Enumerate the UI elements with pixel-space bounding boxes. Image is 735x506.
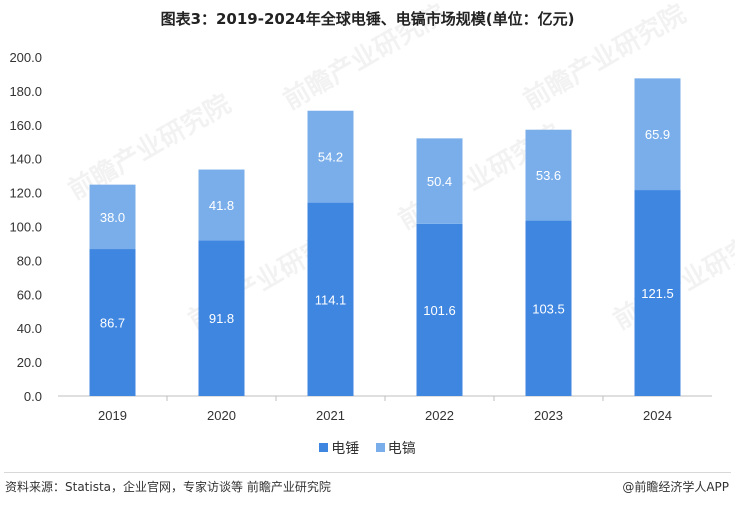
bar-pick	[198, 169, 245, 241]
chart-title: 图表3：2019-2024年全球电锤、电镐市场规模(单位：亿元)	[160, 10, 575, 28]
y-tick-label: 20.0	[17, 355, 42, 370]
x-tick-label: 2023	[534, 408, 563, 423]
y-tick-label: 100.0	[9, 220, 42, 235]
data-label-hammer: 91.8	[209, 311, 234, 326]
data-label-hammer: 103.5	[532, 301, 565, 316]
data-label-hammer: 114.1	[315, 292, 347, 307]
bar-pick	[307, 110, 354, 203]
x-tick-label: 2024	[643, 408, 672, 423]
bar-hammer	[634, 190, 681, 396]
footer-divider	[4, 472, 731, 473]
bar-pick	[416, 138, 463, 224]
bar-hammer	[525, 220, 572, 396]
y-tick-label: 80.0	[17, 253, 42, 268]
data-label-hammer: 86.7	[100, 316, 125, 331]
y-tick-label: 160.0	[9, 118, 42, 133]
y-tick-label: 140.0	[9, 152, 42, 167]
watermark-text: 前瞻产业研究院	[278, 0, 451, 116]
data-label-pick: 41.8	[209, 198, 234, 213]
y-tick-label: 180.0	[9, 84, 42, 99]
data-label-pick: 53.6	[536, 168, 561, 183]
bar-pick	[634, 78, 681, 191]
data-label-hammer: 101.6	[423, 303, 456, 318]
data-label-pick: 65.9	[645, 127, 670, 142]
legend-item-pick: 电镐	[375, 438, 416, 458]
y-tick-label: 0.0	[24, 389, 42, 404]
data-label-pick: 54.2	[318, 150, 343, 165]
bar-hammer	[89, 249, 136, 396]
legend-swatch-hammer	[319, 443, 329, 452]
y-tick-label: 200.0	[9, 50, 42, 65]
bar-pick	[89, 184, 136, 250]
x-tick-label: 2021	[316, 408, 345, 423]
bar-hammer	[307, 202, 354, 396]
data-label-hammer: 121.5	[641, 286, 674, 301]
legend-label-pick: 电镐	[387, 441, 416, 457]
source-note: 资料来源：Statista，企业官网，专家访谈等 前瞻产业研究院	[5, 480, 331, 494]
x-tick-label: 2019	[98, 408, 127, 423]
chart-legend: 电锤 电镐	[0, 438, 735, 458]
legend-swatch-pick	[375, 443, 385, 452]
data-label-pick: 38.0	[100, 210, 125, 225]
legend-item-hammer: 电锤	[319, 438, 359, 458]
legend-label-hammer: 电锤	[331, 441, 360, 457]
y-tick-label: 60.0	[17, 287, 42, 302]
y-tick-label: 40.0	[17, 321, 42, 336]
brand-credit: @前瞻经济学人APP	[622, 480, 729, 494]
y-tick-label: 120.0	[9, 186, 42, 201]
x-tick-label: 2022	[425, 408, 454, 423]
bar-hammer	[416, 223, 463, 396]
x-tick-label: 2020	[207, 408, 236, 423]
data-label-pick: 50.4	[427, 174, 452, 189]
bar-pick	[525, 129, 572, 221]
bar-hammer	[198, 240, 245, 396]
